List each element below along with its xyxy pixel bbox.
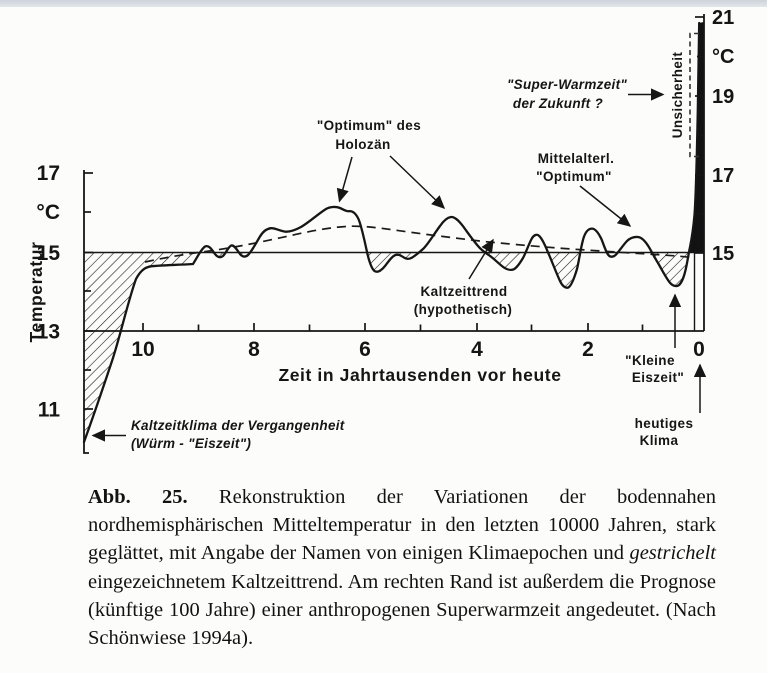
annotation-kaltzeittrend-line1: Kaltzeittrend (421, 284, 508, 299)
arrow-holozaen-peak2 (389, 155, 446, 210)
annotation-heutiges-klima-line2: Klima (640, 433, 679, 448)
x-tick-label: 2 (582, 338, 594, 361)
x-axis-title: Zeit in Jahrtausenden vor heute (278, 365, 561, 385)
annotation-superwarmzeit-line1: "Super-Warmzeit" (507, 77, 627, 92)
x-tick-label: 8 (248, 338, 260, 361)
x-axis-labels: 10 8 6 4 2 0 (131, 338, 705, 361)
annotation-arrows (91, 88, 707, 442)
annotation-kaltzeitklima-line2: (Würm - "Eiszeit") (131, 436, 251, 451)
hatch-region-little-ice-age (650, 252, 688, 287)
x-tick-label: 10 (131, 338, 154, 361)
right-tick-label: 15 (712, 243, 734, 265)
x-axis-ticks (142, 323, 644, 331)
hatch-region-2ka-dip (548, 252, 581, 289)
arrow-kaltzeittrend (468, 238, 494, 280)
x-tick-label: 6 (359, 338, 371, 361)
temperature-curve (82, 21, 701, 444)
right-unit-label: °C (712, 46, 734, 68)
y-axis-title: Temperatur (26, 242, 46, 343)
annotation-mittelalter-optimum-line2: "Optimum" (536, 169, 612, 184)
arrow-holozaen-peak1 (336, 156, 353, 203)
annotation-unsicherheit: Unsicherheit (670, 52, 685, 139)
caption-italic-word: gestrichelt (629, 542, 716, 565)
annotation-holozaen-optimum-line2: Holozän (335, 137, 390, 152)
left-tick-label: 15 (37, 242, 61, 265)
x-tick-label: 0 (693, 338, 705, 361)
annotation-heutiges-klima-line1: heutiges (635, 416, 694, 431)
right-axis-ticks (695, 16, 704, 254)
annotation-mittelalter-optimum-line1: Mittelalterl. (538, 151, 614, 166)
x-tick-label: 4 (471, 338, 483, 361)
hatch-region-6ka-dip (367, 252, 421, 272)
caption-text-before: Rekonstruktion der Variationen der boden… (88, 486, 716, 565)
axes (83, 14, 705, 454)
left-unit-label: °C (36, 201, 60, 224)
caption-label: Abb. 25. (88, 486, 188, 508)
figure-caption: Abb. 25. Rekonstruktion der Variationen … (88, 483, 716, 652)
annotation-kleine-eiszeit-line1: "Kleine (625, 353, 675, 368)
page-top-edge (0, 0, 767, 7)
future-warming-spike (688, 22, 704, 253)
left-axis-line (83, 170, 89, 454)
kaltzeittrend-dashed-line (144, 225, 692, 263)
climate-reconstruction-figure: 17 °C 15 13 11 21 °C 19 17 15 10 8 6 4 2… (26, 7, 734, 454)
right-axis-labels: 21 °C 19 17 15 (712, 7, 734, 265)
left-axis-labels: 17 °C 15 13 11 (36, 162, 60, 422)
annotation-superwarmzeit-line2: der Zukunft ? (513, 96, 603, 111)
hatch-region-4ka-dip (484, 252, 526, 270)
left-tick-label: 11 (38, 399, 61, 422)
annotation-kaltzeitklima-line1: Kaltzeitklima der Vergangenheit (131, 418, 345, 433)
right-tick-label: 17 (712, 165, 734, 187)
left-axis-ticks (84, 172, 93, 410)
arrow-mittelalter-peak (579, 185, 632, 227)
annotation-holozaen-optimum-line1: "Optimum" des (317, 118, 421, 133)
uncertainty-bracket (689, 32, 700, 158)
caption-text-after: eingezeichnetem Kaltzeittrend. Am rechte… (88, 570, 716, 650)
right-tick-label: 19 (712, 86, 734, 108)
left-tick-label: 13 (37, 321, 60, 344)
hatched-cold-regions (84, 252, 688, 442)
right-tick-label: 21 (712, 7, 734, 29)
annotation-kaltzeittrend-line2: (hypothetisch) (414, 302, 513, 317)
left-tick-label: 17 (37, 162, 60, 185)
annotation-kleine-eiszeit-line2: Eiszeit" (632, 370, 684, 385)
hatch-region-wuerm-glacial (84, 252, 199, 442)
